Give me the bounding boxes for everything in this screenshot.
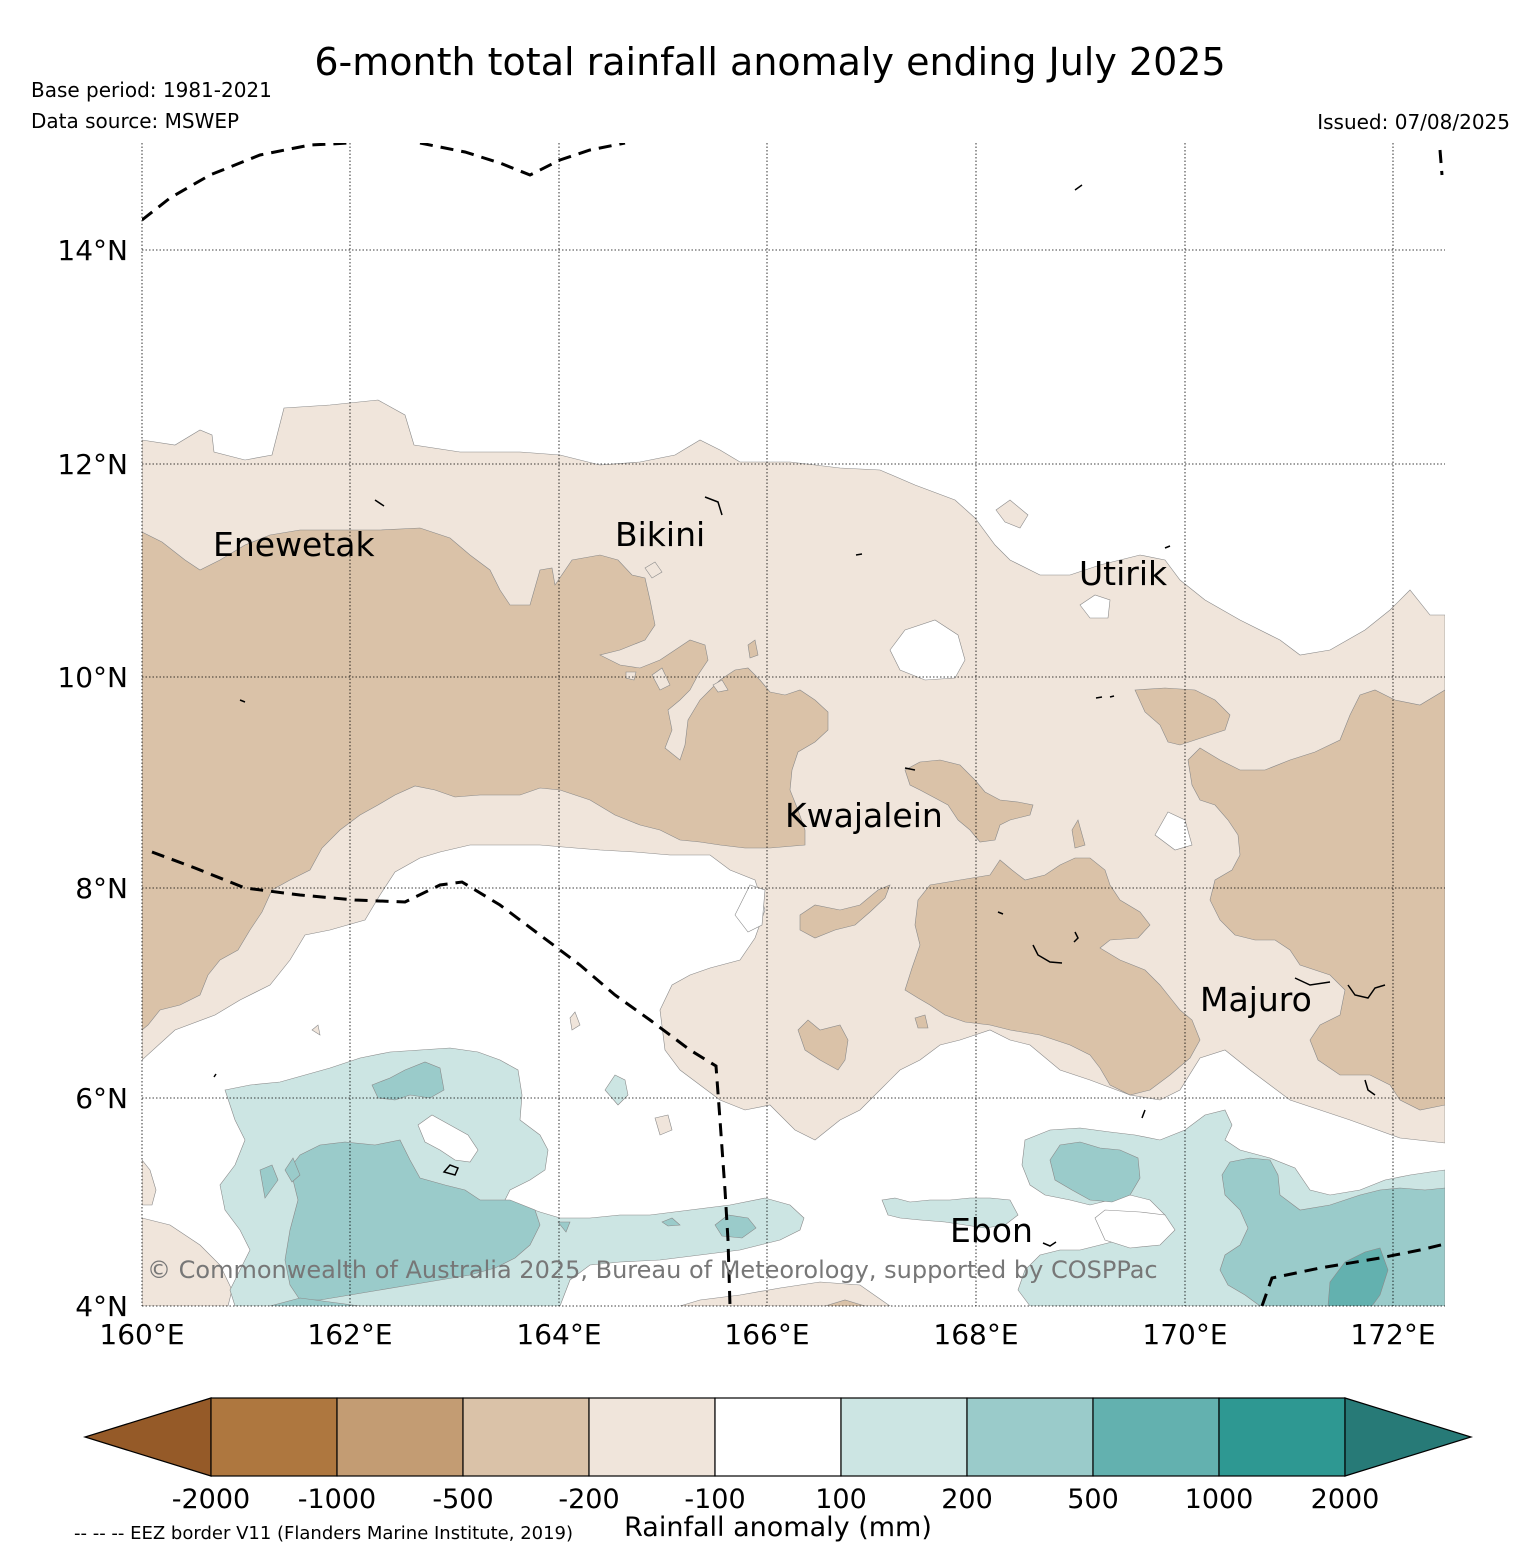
lat-label: 14°N: [57, 234, 128, 267]
anomaly-region-neutral: [1094, 1209, 1176, 1249]
place-label-kwajalein: Kwajalein: [785, 796, 943, 835]
anomaly-region-wet: [269, 1297, 361, 1306]
lon-label: 166°E: [724, 1318, 809, 1351]
anomaly-region-neutral: [417, 1114, 479, 1163]
colorbar-swatch: [210, 1397, 338, 1477]
colorbar-tick-label: -1000: [298, 1484, 376, 1515]
anomaly-region-neutral: [734, 884, 766, 933]
colorbar-swatch: [588, 1397, 716, 1477]
anomaly-region-dry: [824, 1299, 866, 1306]
lat-label: 4°N: [75, 1290, 128, 1323]
anomaly-region-wet: [284, 1139, 541, 1301]
anomaly-region-light-wet: [604, 1074, 629, 1106]
anomaly-region-wet: [259, 1164, 279, 1199]
anomaly-region-dry: [799, 884, 891, 939]
colorbar-label: Rainfall anomaly (mm): [624, 1512, 932, 1543]
anomaly-region-wet: [1219, 1157, 1445, 1306]
anomaly-region-dry: [1134, 687, 1231, 746]
anomaly-region-wet: [371, 1061, 445, 1101]
colorbar-swatch: [966, 1397, 1094, 1477]
anomaly-region-neutral: [1079, 594, 1111, 619]
anomaly-region-wet: [1049, 1141, 1141, 1203]
lon-label: 160°E: [99, 1318, 184, 1351]
anomaly-region-very-wet: [1327, 1247, 1389, 1306]
colorbar-tick-label: 100: [815, 1484, 867, 1515]
anomaly-region-light-dry: [995, 499, 1029, 529]
lon-label: 172°E: [1350, 1318, 1435, 1351]
colorbar-extend-low: [82, 1397, 212, 1477]
colorbar-swatch: [1092, 1397, 1220, 1477]
place-label-bikini: Bikini: [615, 515, 705, 554]
anomaly-region-wet: [661, 1217, 681, 1227]
anomaly-region-dry: [747, 639, 759, 659]
graticule: [141, 143, 1445, 1307]
map-title: 6-month total rainfall anomaly ending Ju…: [314, 40, 1226, 84]
anomaly-region-neutral: [889, 619, 966, 681]
issued-date-label: Issued: 07/08/2025: [1317, 110, 1510, 134]
colorbar-swatch: [840, 1397, 968, 1477]
lon-label: 168°E: [933, 1318, 1018, 1351]
anomaly-region-light-dry: [142, 1217, 233, 1306]
colorbar-tick-label: 2000: [1311, 1484, 1380, 1515]
anomaly-region-light-wet: [881, 1197, 1019, 1229]
anomaly-region-light-dry: [679, 1281, 891, 1306]
anomaly-region-dry: [1187, 689, 1445, 1111]
lat-label: 12°N: [57, 448, 128, 481]
anomaly-region-wet: [284, 1157, 301, 1183]
lat-label: 10°N: [57, 661, 128, 694]
anomaly-region-light-dry: [311, 1024, 321, 1036]
anomaly-region-dry: [797, 1019, 849, 1071]
anomaly-region-dry: [914, 1014, 929, 1029]
lat-label: 6°N: [75, 1082, 128, 1115]
colorbar-swatch: [462, 1397, 590, 1477]
map-area: [142, 143, 1445, 1306]
eez-border: [142, 143, 1445, 1306]
anomaly-region-light-dry: [712, 679, 729, 693]
colorbar-tick-label: -500: [432, 1484, 493, 1515]
colorbar-swatch: [1218, 1397, 1346, 1477]
colorbar-tick-label: -200: [558, 1484, 619, 1515]
anomaly-region-light-dry: [569, 1011, 581, 1031]
anomaly-region-dry: [1071, 819, 1086, 849]
anomaly-region-dry: [142, 527, 829, 1031]
colorbar-swatch: [336, 1397, 464, 1477]
colorbar: -2000 -1000 -500 -200 -100 100 200 500 1…: [82, 1397, 1474, 1515]
lat-label: 8°N: [75, 872, 128, 905]
colorbar-tick-label: -2000: [172, 1484, 250, 1515]
place-label-ebon: Ebon: [950, 1211, 1033, 1250]
place-label-enewetak: Enewetak: [213, 525, 376, 564]
anomaly-region-light-dry: [654, 1114, 673, 1136]
anomaly-region-dry: [904, 759, 1034, 843]
place-label-majuro: Majuro: [1200, 980, 1312, 1019]
data-source-label: Data source: MSWEP: [31, 109, 240, 133]
anomaly-region-neutral: [1154, 811, 1193, 851]
lon-label: 170°E: [1142, 1318, 1227, 1351]
lon-label: 162°E: [307, 1318, 392, 1351]
anomaly-region-light-dry: [644, 561, 663, 579]
anomaly-region-light-dry: [651, 667, 671, 691]
anomaly-region-light-dry: [142, 1159, 157, 1206]
eez-legend-note: -- -- -- EEZ border V11 (Flanders Marine…: [74, 1523, 574, 1544]
copyright-notice: © Commonwealth of Australia 2025, Bureau…: [147, 1256, 1158, 1284]
colorbar-swatch: [714, 1397, 842, 1477]
anomaly-region-light-dry: [625, 671, 637, 681]
lon-label: 164°E: [516, 1318, 601, 1351]
colorbar-tick-label: 1000: [1185, 1484, 1254, 1515]
place-label-utirik: Utirik: [1079, 554, 1168, 593]
base-period-label: Base period: 1981-2021: [31, 78, 272, 102]
colorbar-tick-label: 200: [941, 1484, 993, 1515]
atoll-outline: [213, 184, 1386, 1247]
colorbar-tick-label: -100: [684, 1484, 745, 1515]
colorbar-extend-high: [1344, 1397, 1474, 1477]
anomaly-region-wet: [557, 1221, 571, 1233]
anomaly-region-dry: [904, 857, 1201, 1096]
colorbar-tick-label: 500: [1067, 1484, 1119, 1515]
